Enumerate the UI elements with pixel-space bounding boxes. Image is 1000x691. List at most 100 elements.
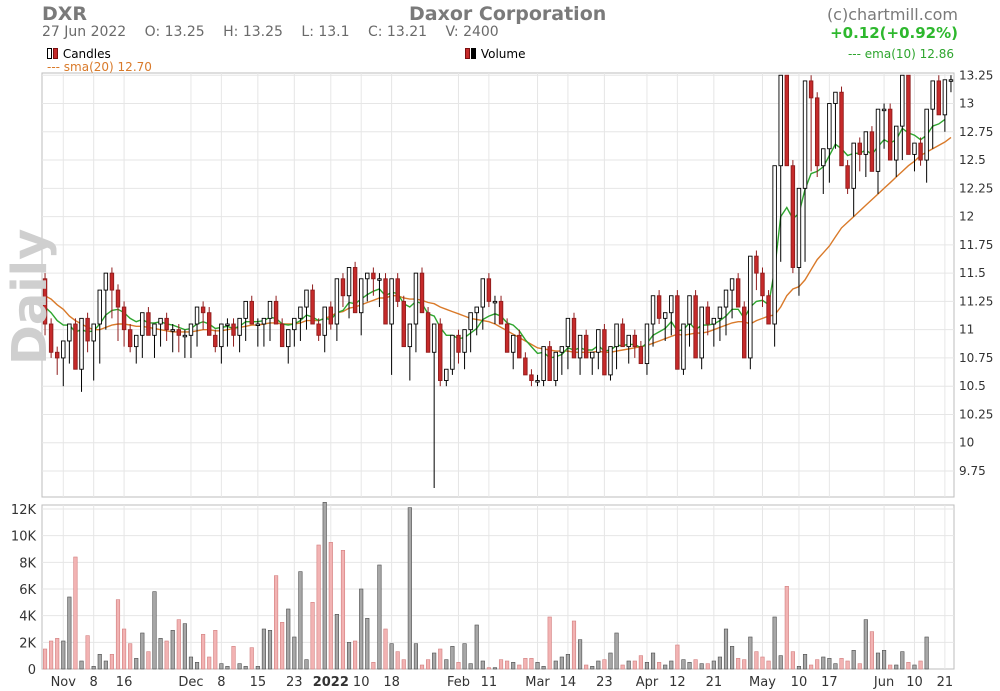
candle-body [510, 334, 516, 353]
candle [456, 329, 461, 364]
candle [438, 318, 443, 387]
candle [492, 295, 498, 325]
candle [431, 323, 437, 488]
candle-body [517, 334, 522, 359]
volume-bar [42, 648, 48, 670]
candle [790, 160, 796, 274]
candle [146, 307, 151, 336]
candle-body [316, 323, 321, 336]
candle [42, 273, 48, 336]
candle [547, 340, 552, 381]
candle-body [869, 131, 875, 172]
volume-bar [128, 643, 133, 670]
volume-bar [638, 655, 643, 670]
volume-bar [213, 630, 218, 670]
candle-body [906, 74, 911, 155]
candle [213, 329, 218, 353]
candle-body [444, 368, 449, 381]
volume-tick-label: 12K [11, 503, 37, 518]
candle [152, 323, 157, 358]
x-tick-label: 17 [821, 675, 838, 690]
volume-bar [705, 663, 710, 670]
candle-body [346, 267, 352, 297]
candle [322, 306, 327, 353]
candle-body [225, 323, 230, 326]
volume-bar [267, 630, 273, 670]
volume-bar [456, 662, 461, 670]
volume-bar [571, 620, 577, 670]
high-value: H: 13.25 [223, 24, 283, 40]
x-tick-label: 23 [286, 675, 303, 690]
candle [243, 300, 248, 341]
candle [140, 312, 145, 358]
volume-bar [815, 659, 820, 670]
candle [638, 340, 644, 365]
volume-bar [578, 639, 583, 670]
candle [304, 289, 309, 330]
volume-bar [882, 650, 887, 670]
candle-body [134, 334, 139, 348]
candle [827, 103, 832, 183]
candle [219, 323, 224, 364]
candle [158, 317, 163, 347]
candle [346, 267, 352, 319]
timeframe-watermark: Daily [2, 228, 58, 365]
volume-bar [158, 638, 163, 670]
candle-body [735, 278, 741, 308]
volume-bar [863, 619, 868, 670]
candle-body [352, 267, 358, 314]
candle [590, 351, 595, 375]
quote-date: 27 Jun 2022 [42, 24, 127, 40]
candle-body [206, 312, 212, 336]
volume-bar [505, 660, 510, 670]
volume-bar [274, 575, 279, 670]
candle-body [504, 323, 510, 353]
volume-bar [693, 659, 698, 670]
candle [577, 334, 583, 375]
candle-body [644, 323, 650, 365]
volume-bar [462, 643, 467, 670]
candle [371, 267, 376, 296]
volume-bar [711, 660, 716, 670]
volume-bar [298, 571, 303, 670]
candle-body [194, 306, 200, 325]
candle [608, 346, 613, 381]
candle-body [304, 289, 309, 308]
volume-bar [590, 666, 595, 670]
candle [650, 295, 656, 347]
candle [571, 312, 577, 359]
volume-bar [754, 651, 759, 670]
candle-body [219, 323, 224, 348]
candle [450, 334, 455, 375]
volume-bar [906, 662, 911, 670]
candle-body [833, 91, 838, 104]
volume-bar [529, 658, 534, 670]
candle [705, 301, 710, 336]
candle-body [669, 295, 674, 314]
brand-label[interactable]: (c)chartmill.com [826, 5, 958, 24]
candle-body [936, 80, 942, 116]
candle [918, 137, 923, 166]
volume-bar [85, 635, 90, 670]
candle [912, 142, 917, 172]
candle-body [237, 317, 242, 336]
volume-bar [225, 666, 230, 670]
candle [170, 324, 175, 353]
price-tick-label: 11.25 [959, 294, 993, 308]
volume-bar [176, 619, 181, 670]
candle [565, 317, 571, 370]
volume-panel [41, 504, 955, 670]
candle [474, 306, 479, 336]
x-tick-label: 8 [90, 675, 98, 690]
volume-bar [67, 596, 72, 670]
volume-bar [553, 660, 558, 670]
volume-bar [219, 663, 224, 670]
candle [735, 273, 741, 308]
volume-bar [875, 652, 881, 670]
candle [164, 312, 169, 341]
volume-bar [134, 658, 139, 670]
volume-tick-label: 4K [19, 610, 36, 625]
volume-bar [669, 660, 674, 670]
candle-body [918, 142, 923, 161]
